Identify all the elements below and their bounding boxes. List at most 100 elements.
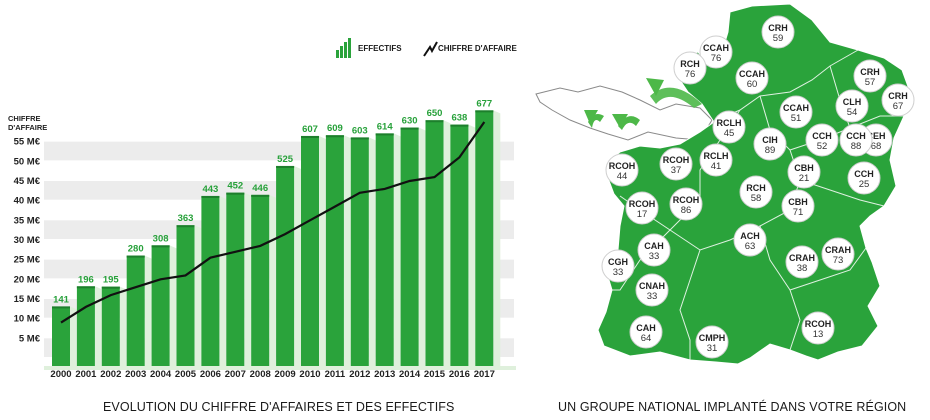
region-circle: [669, 187, 703, 221]
chart-base: [44, 366, 516, 370]
region-value: 71: [793, 207, 804, 218]
bar: [226, 192, 245, 366]
region-circle: [787, 155, 821, 189]
bar: [126, 255, 145, 366]
region-name: CCH: [812, 131, 832, 141]
bar-value-label: 525: [277, 154, 294, 165]
x-tick-label: 2009: [275, 369, 296, 380]
bar-side: [70, 306, 77, 366]
region-value: 33: [613, 267, 624, 278]
region-circle: [637, 233, 671, 267]
region-circle: [781, 189, 815, 223]
bar-side: [319, 135, 326, 366]
x-tick-label: 2012: [349, 369, 370, 380]
region-value: 59: [773, 33, 784, 44]
bar-top: [375, 133, 394, 136]
region-name: CGH: [608, 257, 628, 267]
region-value: 64: [641, 333, 652, 344]
region-value: 73: [833, 255, 844, 266]
region-name: CCAH: [739, 69, 765, 79]
bar-value-label: 638: [451, 113, 467, 124]
bar-value-label: 452: [227, 181, 243, 192]
bar: [350, 137, 369, 366]
y-tick-label: 25 M€: [14, 255, 41, 266]
bar-side: [169, 245, 177, 366]
region-circle: [673, 51, 707, 85]
bar: [325, 135, 344, 366]
bar-side: [393, 133, 401, 366]
region-name: RCOH: [663, 155, 690, 165]
x-tick-label: 2008: [250, 369, 271, 380]
x-tick-label: 2014: [399, 369, 421, 380]
region-value: 52: [817, 141, 828, 152]
region-name: RCOH: [673, 195, 700, 205]
region-name: CCAH: [783, 103, 809, 113]
region-name: RCOH: [629, 199, 656, 209]
bar-side: [368, 137, 376, 366]
bar-top: [201, 195, 220, 198]
x-tick-label: 2002: [100, 369, 121, 380]
region-circle: [629, 315, 663, 349]
region-name: CBH: [788, 197, 808, 207]
bar: [251, 194, 270, 366]
arrow-head-icon: [612, 114, 628, 128]
chiffre-legend-icon: [423, 41, 438, 57]
arrow-icon: [650, 87, 702, 108]
region-value: 25: [859, 179, 870, 190]
region-value: 88: [851, 141, 862, 152]
bar: [101, 286, 120, 366]
bar: [475, 110, 494, 366]
map-caption: UN GROUPE NATIONAL IMPLANTÉ DANS VOTRE R…: [558, 400, 907, 414]
region-circle: [847, 161, 881, 195]
y-tick-label: 50 M€: [14, 156, 41, 167]
bar-top: [400, 127, 419, 130]
bar-top: [76, 286, 95, 289]
bar-top: [151, 245, 170, 248]
legend: EFFECTIFS CHIFFRE D'AFFAIRE: [336, 38, 517, 58]
chiffre-affaire-line: [60, 121, 486, 324]
region-circle: [699, 35, 733, 69]
chart-caption: EVOLUTION DU CHIFFRE D'AFFAIRES ET DES E…: [103, 400, 455, 414]
bar-side: [194, 225, 202, 366]
region-name: ACH: [740, 231, 760, 241]
legend-chiffre-affaire: CHIFFRE D'AFFAIRE: [438, 44, 517, 53]
region-circle: [733, 223, 767, 257]
region-circle: [761, 15, 795, 49]
region-value: 41: [711, 161, 722, 172]
region-circle: [785, 245, 819, 279]
bar-value-label: 196: [78, 274, 94, 285]
region-value: 51: [791, 113, 802, 124]
region-value: 67: [893, 101, 904, 112]
bar-side: [144, 255, 152, 366]
region-name: CAH: [636, 323, 656, 333]
region-value: 60: [747, 79, 758, 90]
bar-side: [294, 165, 302, 366]
region-circle: [601, 249, 635, 283]
bar-side: [468, 124, 476, 366]
bar-top: [325, 135, 344, 138]
region-name: RCLH: [717, 118, 742, 128]
bar: [375, 133, 394, 366]
region-value: 63: [745, 241, 756, 252]
x-tick-label: 2001: [75, 369, 97, 380]
bar-side: [119, 286, 127, 366]
region-name: CNAH: [639, 281, 665, 291]
bar-top: [350, 137, 369, 140]
y-tick-label: 30 M€: [14, 235, 41, 246]
bar-side: [219, 195, 227, 366]
y-ticks: 5 M€ 10 M€ 15 M€ 20 M€ 25 M€ 30 M€ 35 M€ 40 M€ 4…: [14, 137, 41, 345]
y-axis-label-line1: CHIFFRE: [8, 114, 41, 123]
bar-value-label: 280: [128, 244, 144, 255]
bar-top: [52, 306, 70, 309]
